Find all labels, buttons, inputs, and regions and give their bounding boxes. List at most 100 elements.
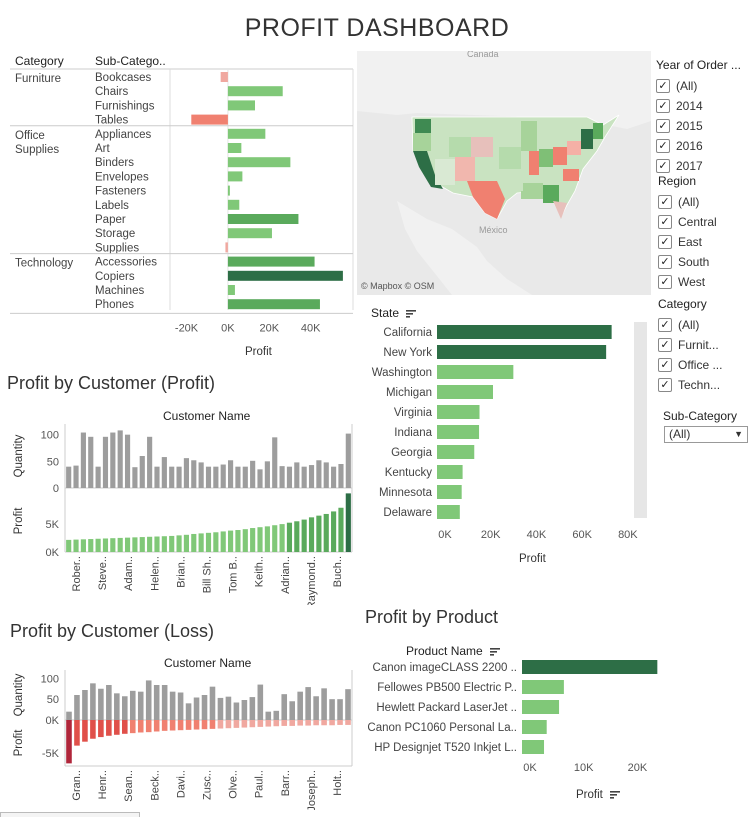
quantity-bar [88, 436, 94, 488]
profit-bar [161, 536, 167, 552]
product-header[interactable]: Product Name [406, 644, 501, 658]
quantity-bar [153, 685, 160, 720]
checkbox-checked-icon[interactable]: ✓ [658, 358, 672, 372]
year-option[interactable]: ✓ (All) [656, 76, 752, 96]
checkbox-checked-icon[interactable]: ✓ [658, 378, 672, 392]
category-option-label: Office ... [678, 358, 723, 372]
profit-bar [102, 538, 109, 552]
checkbox-checked-icon[interactable]: ✓ [658, 275, 672, 289]
quantity-bar [338, 464, 344, 488]
quantity-bar [106, 685, 112, 720]
subcategory-dropdown[interactable]: (All) ▼ [664, 426, 748, 443]
quantity-axis-title: Quantity [13, 434, 25, 477]
checkbox-checked-icon[interactable]: ✓ [656, 139, 670, 153]
category-x-tick: -20K [175, 322, 199, 334]
profit-bar [273, 720, 280, 727]
chevron-down-icon: ▼ [734, 429, 743, 439]
product-bar [522, 720, 547, 734]
profit-bar [169, 720, 176, 731]
profit-bar [154, 536, 160, 552]
quantity-bar [80, 432, 86, 488]
checkbox-checked-icon[interactable]: ✓ [658, 195, 672, 209]
year-option-label: 2016 [676, 139, 703, 153]
sort-icon[interactable] [610, 790, 621, 799]
profit-map[interactable]: Canada México © Mapbox © OSM [357, 51, 651, 295]
profit-bar [124, 537, 131, 552]
year-option[interactable]: ✓ 2016 [656, 136, 752, 156]
quantity-bar [316, 460, 322, 488]
checkbox-checked-icon[interactable]: ✓ [658, 235, 672, 249]
checkbox-checked-icon[interactable]: ✓ [656, 79, 670, 93]
profit-bar [161, 720, 168, 731]
category-label: Supplies [15, 144, 59, 156]
subcategory-label: Copiers [95, 271, 135, 283]
customer-x-label: Holt.. [332, 770, 344, 796]
year-option-label: (All) [676, 79, 698, 93]
sort-icon[interactable] [490, 647, 501, 656]
quantity-tick: 50 [47, 694, 59, 706]
category-option[interactable]: ✓ (All) [658, 315, 752, 335]
customer-loss-title: Profit by Customer (Loss) [10, 621, 215, 641]
checkbox-checked-icon[interactable]: ✓ [656, 159, 670, 173]
product-axis-title[interactable]: Profit [576, 789, 621, 801]
map-attribution[interactable]: © Mapbox © OSM [361, 281, 434, 291]
profit-bar [316, 515, 322, 552]
profit-bar [220, 531, 226, 552]
product-label: Canon imageCLASS 2200 .. [373, 662, 517, 674]
category-option[interactable]: ✓ Office ... [658, 355, 752, 375]
category-option[interactable]: ✓ Techn... [658, 375, 752, 395]
quantity-bar [66, 711, 72, 720]
checkbox-checked-icon[interactable]: ✓ [658, 255, 672, 269]
profit-tick: 0K [46, 547, 60, 559]
subcategory-bar [227, 143, 242, 153]
checkbox-checked-icon[interactable]: ✓ [658, 338, 672, 352]
quantity-bar [217, 697, 224, 720]
subcategory-bar [225, 242, 228, 253]
state-label: Michigan [386, 387, 432, 399]
region-option[interactable]: ✓ East [658, 232, 752, 252]
product-label: Fellowes PB500 Electric P.. [377, 682, 517, 694]
checkbox-checked-icon[interactable]: ✓ [658, 318, 672, 332]
subcategory-header[interactable]: Sub-Catego.. [95, 54, 166, 68]
year-option[interactable]: ✓ 2015 [656, 116, 752, 136]
profit-bar [82, 720, 88, 742]
quantity-bar [161, 685, 168, 720]
subcategory-label: Bookcases [95, 72, 152, 84]
profit-bar [241, 720, 248, 728]
profit-axis-title: Profit [13, 729, 25, 757]
quantity-bar [329, 699, 335, 720]
profit-bar [191, 533, 197, 552]
state-header[interactable]: State [371, 306, 417, 320]
quantity-bar [264, 461, 270, 488]
checkbox-checked-icon[interactable]: ✓ [656, 99, 670, 113]
state-profit-chart: California New York Washington Michigan Virg… [372, 322, 647, 541]
quantity-bar [321, 688, 327, 720]
checkbox-checked-icon[interactable]: ✓ [656, 119, 670, 133]
year-option[interactable]: ✓ 2014 [656, 96, 752, 116]
quantity-bar [305, 687, 311, 720]
state-bar [437, 465, 463, 479]
quantity-tick: 100 [41, 430, 59, 442]
state-label: Minnesota [379, 487, 433, 499]
category-option[interactable]: ✓ Furnit... [658, 335, 752, 355]
year-option[interactable]: ✓ 2017 [656, 156, 752, 176]
quantity-axis-title: Quantity [13, 673, 25, 716]
sort-icon[interactable] [406, 309, 417, 318]
checkbox-checked-icon[interactable]: ✓ [658, 215, 672, 229]
region-option[interactable]: ✓ South [658, 252, 752, 272]
region-option[interactable]: ✓ Central [658, 212, 752, 232]
profit-bar [323, 513, 329, 552]
subcategory-bar [227, 228, 272, 239]
quantity-bar [198, 462, 204, 488]
subcategory-label: Appliances [95, 129, 152, 141]
quantity-bar [345, 689, 351, 720]
subcategory-bar [227, 214, 299, 224]
quantity-bar [201, 695, 208, 720]
quantity-bar [345, 433, 351, 488]
state-x-tick: 60K [572, 529, 592, 541]
region-option[interactable]: ✓ (All) [658, 192, 752, 212]
sheet-tab[interactable] [0, 812, 140, 817]
profit-bar [106, 720, 112, 736]
customer-profit-title: Profit by Customer (Profit) [7, 373, 216, 393]
region-option[interactable]: ✓ West [658, 272, 752, 292]
